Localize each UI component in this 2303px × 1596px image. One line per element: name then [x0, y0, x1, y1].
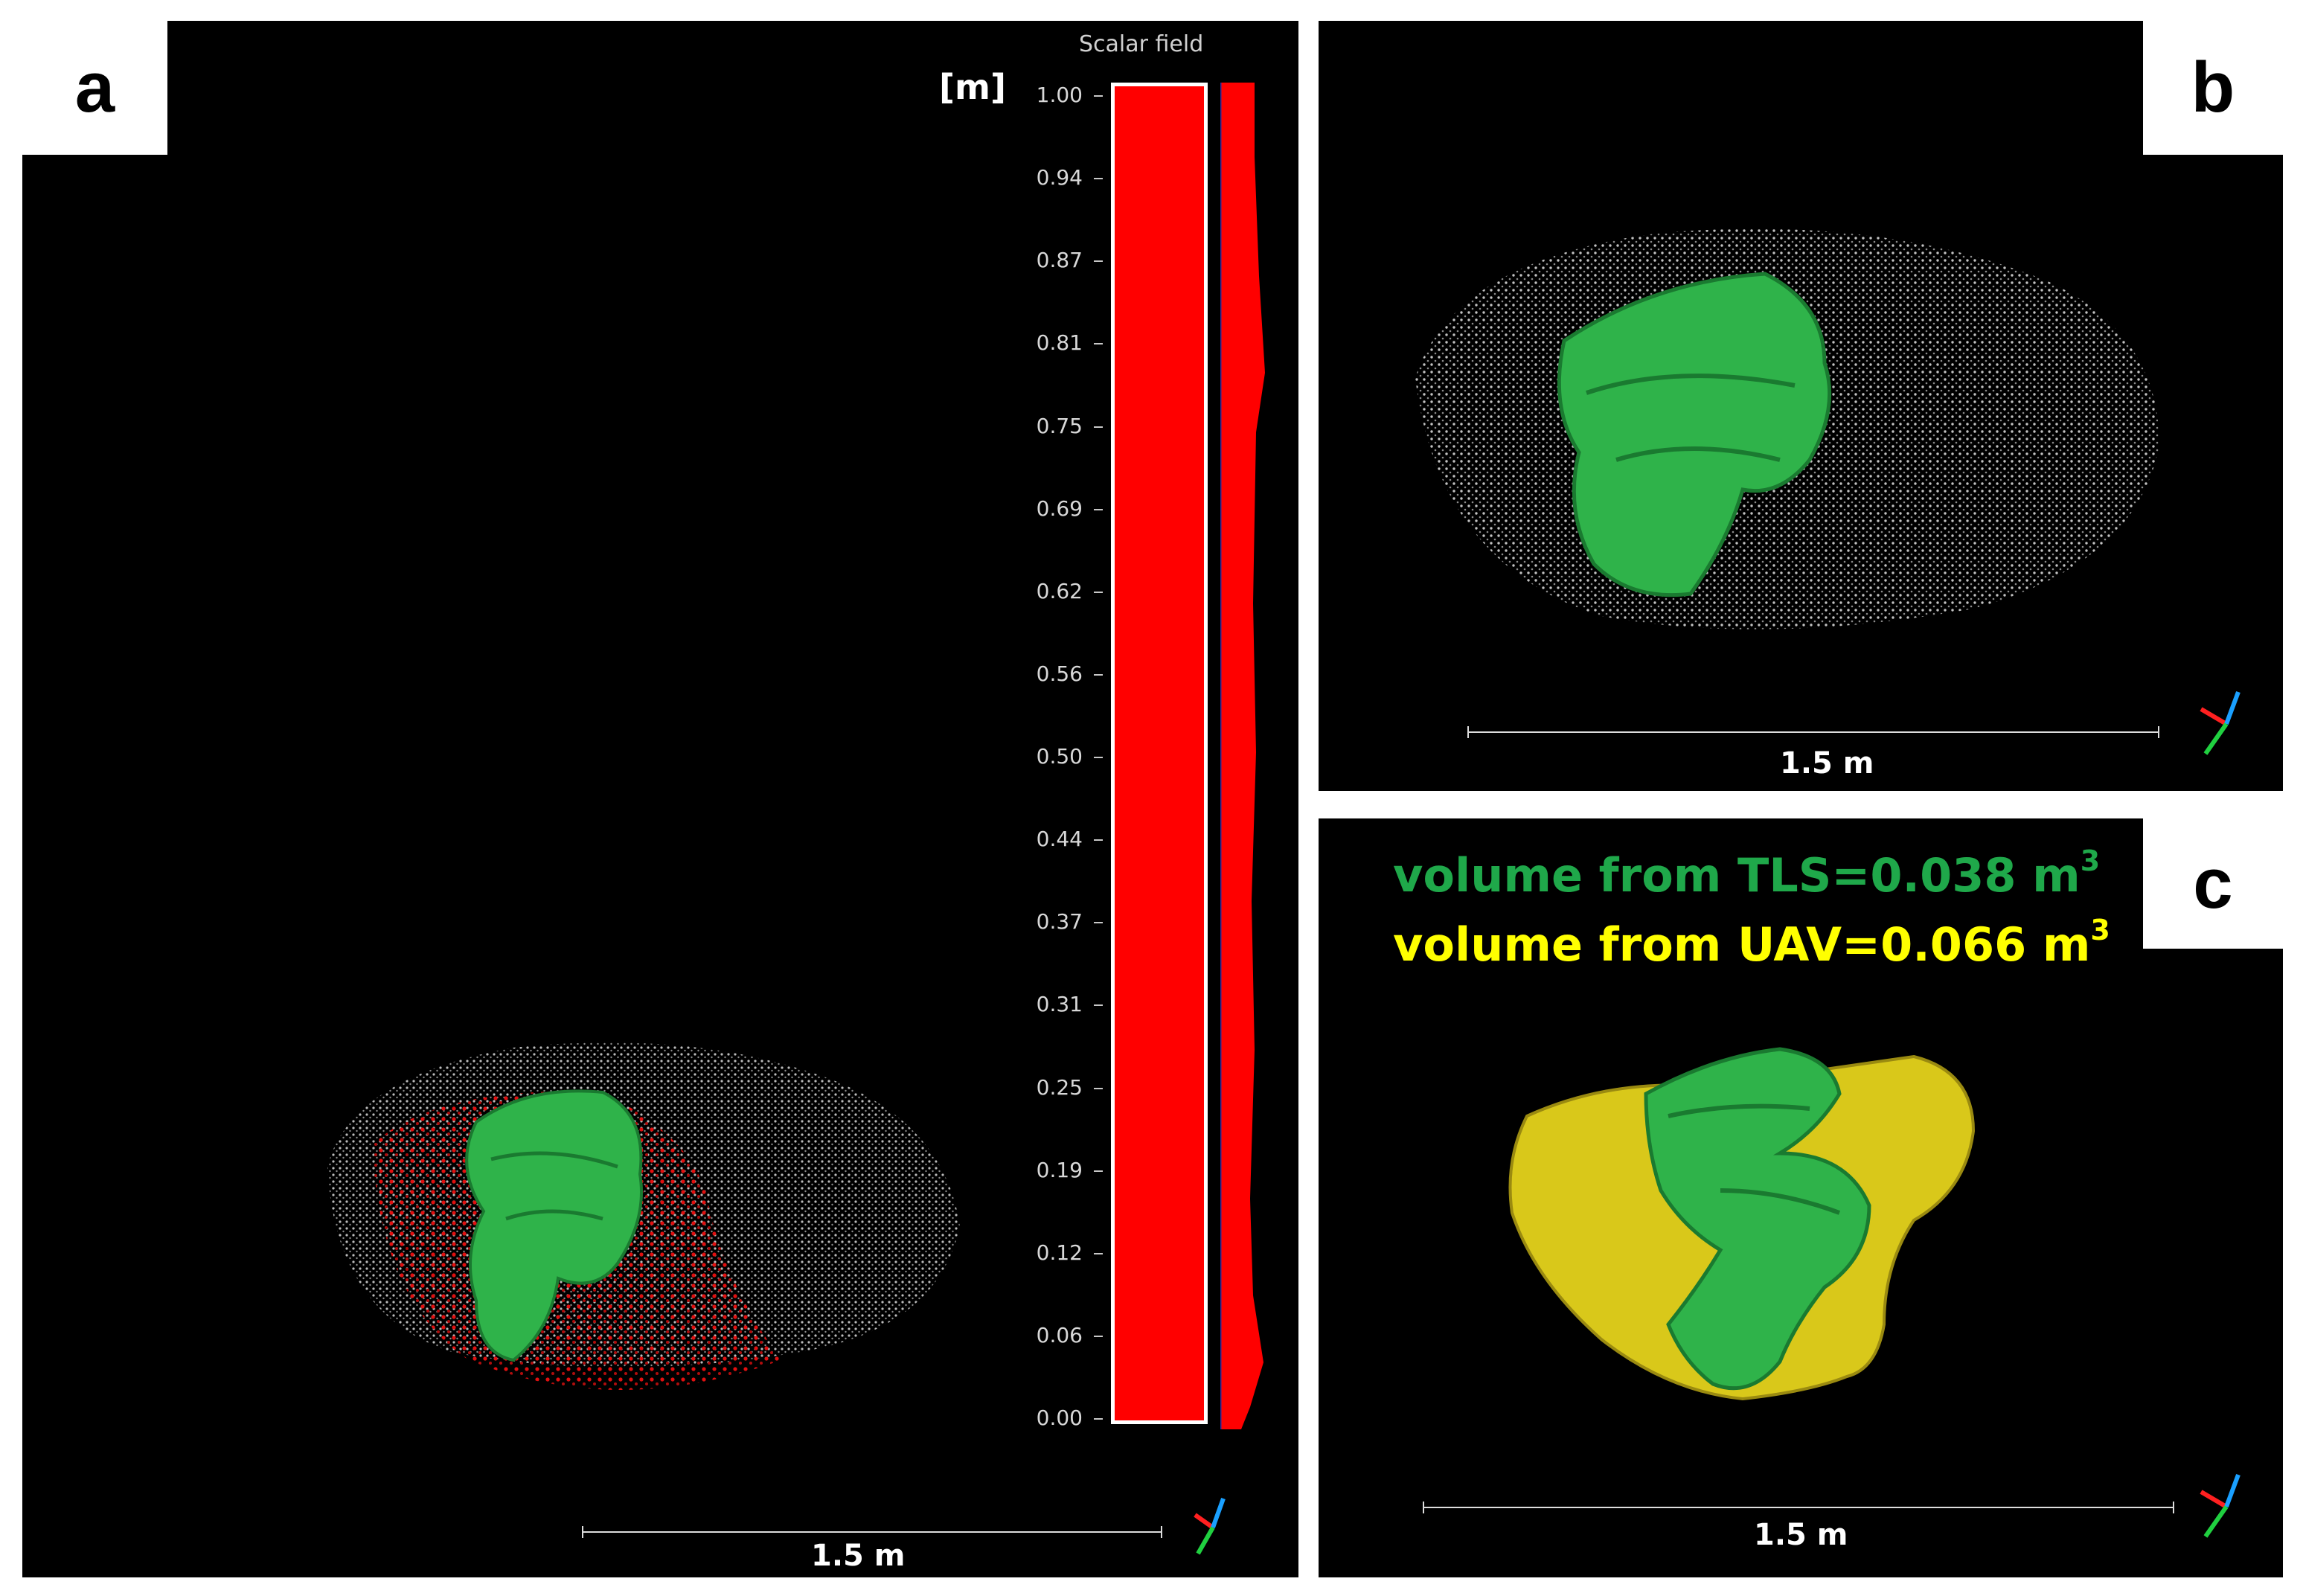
scalar-field-title: Scalar field: [1079, 31, 1204, 57]
scalar-field-tick-label: 0.69: [1036, 496, 1083, 521]
scalar-field-tick-mark: [1094, 839, 1103, 842]
panel-b: b 1.5 m: [1319, 21, 2283, 791]
scalar-field-tick-mark: [1094, 591, 1103, 593]
scalar-field-tick-mark: [1094, 1252, 1103, 1254]
scalar-field-unit: [m]: [939, 67, 1006, 107]
scalar-field-tick-mark: [1094, 1004, 1103, 1007]
scalar-field-tick-label: 0.25: [1036, 1074, 1083, 1100]
scalar-field-tick-label: 0.62: [1036, 578, 1083, 603]
scalar-field-tick-mark: [1094, 673, 1103, 676]
panel-label-b: b: [2143, 21, 2283, 155]
scale-bar-tick-left-a: [582, 1526, 583, 1538]
scale-bar-tick-left-c: [1423, 1502, 1424, 1513]
panel-label-a: a: [22, 21, 167, 155]
scalar-field-tick-mark: [1094, 922, 1103, 924]
scalar-field-tick-mark: [1094, 508, 1103, 510]
scale-bar-label-c: 1.5 m: [1754, 1518, 1848, 1552]
axis-triad-icon: [2200, 1473, 2240, 1538]
scale-bar-tick-left-b: [1467, 726, 1469, 738]
axis-triad-icon: [2200, 690, 2240, 755]
scalar-field-tick-label: 0.00: [1036, 1406, 1083, 1430]
panel-c: c volume from TLS=0.038 m3 volume from U…: [1319, 818, 2283, 1577]
scale-bar-label-a: 1.5 m: [811, 1539, 906, 1573]
scalar-field-tick-mark: [1094, 426, 1103, 428]
scalar-field-tick-label: 0.56: [1036, 661, 1083, 686]
scalar-field-tick-label: 0.44: [1036, 827, 1083, 852]
scalar-field-tick-mark: [1094, 1418, 1103, 1420]
scalar-field-tick-mark: [1094, 1335, 1103, 1337]
scale-bar-line-a: [582, 1531, 1162, 1533]
scale-bar-line-c: [1423, 1507, 2174, 1508]
scale-bar-line-b: [1467, 731, 2159, 733]
scalar-field-tick-label: 0.19: [1036, 1157, 1083, 1182]
scalar-field-histogram: [1220, 83, 1265, 1429]
scalar-field-color-bar: [1111, 83, 1208, 1424]
panel-label-c: c: [2143, 818, 2283, 949]
scalar-field-tick-label: 0.94: [1036, 165, 1083, 190]
scalar-field-tick-label: 0.50: [1036, 744, 1083, 769]
scalar-field-tick-mark: [1094, 95, 1103, 97]
scalar-field-tick-mark: [1094, 1087, 1103, 1089]
scalar-field-tick-label: 0.12: [1036, 1240, 1083, 1265]
scalar-field-tick-label: 0.81: [1036, 330, 1083, 356]
scalar-field-tick-mark: [1094, 260, 1103, 263]
scale-bar-tick-right-c: [2173, 1502, 2174, 1513]
scalar-field-tick-mark: [1094, 343, 1103, 345]
scalar-field-tick-label: 1.00: [1036, 83, 1083, 107]
volume-uav-label: volume from UAV=0.066 m3: [1393, 914, 2110, 972]
axis-triad-icon: [1194, 1497, 1226, 1555]
scale-bar-label-b: 1.5 m: [1780, 746, 1874, 781]
scale-bar-tick-right-a: [1161, 1526, 1162, 1538]
scalar-field-tick-mark: [1094, 1170, 1103, 1172]
scalar-field-tick-label: 0.37: [1036, 909, 1083, 935]
panel-a: a Scalar field [m] 1.00 0.94 0.87 0.81 0.75 0…: [22, 21, 1298, 1577]
scalar-field-tick-mark: [1094, 178, 1103, 180]
scalar-field-tick-mark: [1094, 757, 1103, 758]
point-cloud-view-a: [327, 1042, 960, 1390]
mesh-comparison-view-c: [1508, 1047, 1976, 1401]
scalar-field-tick-label: 0.31: [1036, 992, 1083, 1017]
point-cloud-view-b: [1415, 228, 2159, 629]
scalar-field-tick-label: 0.06: [1036, 1322, 1083, 1347]
scalar-field-tick-label: 0.75: [1036, 413, 1083, 438]
scalar-field-tick-label: 0.87: [1036, 248, 1083, 273]
scale-bar-tick-right-b: [2158, 726, 2159, 738]
volume-tls-label: volume from TLS=0.038 m3: [1393, 845, 2101, 903]
